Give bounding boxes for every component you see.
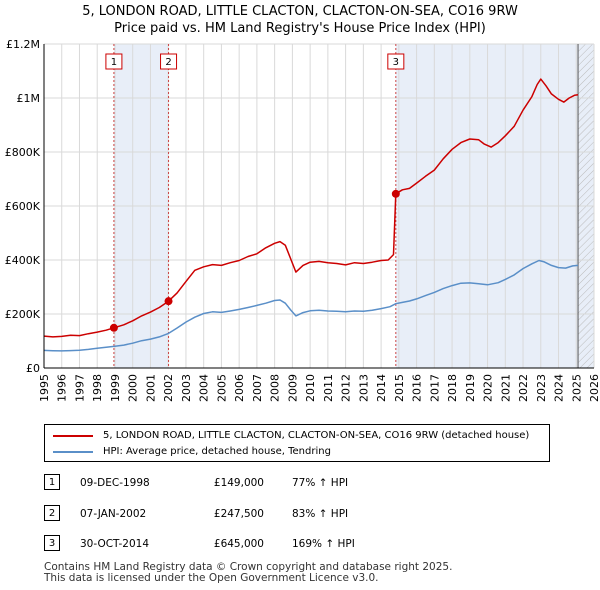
sale-hpi-change: 169% ↑ HPI [292, 538, 355, 550]
x-tick-label: 2025 [570, 374, 583, 402]
sale-row-1: 1 09-DEC-1998 £149,000 77% ↑ HPI [44, 474, 564, 492]
hpi-line [43, 259, 579, 352]
legend-line-hpi [53, 451, 93, 453]
x-tick-label: 2023 [535, 374, 548, 402]
x-tick-label: 2009 [286, 374, 299, 402]
price-chart: 1 2 3 £0 £200K £400K £600K £800K £1M £1.2M 1995 19… [5, 38, 600, 402]
x-tick-label: 2024 [553, 374, 566, 402]
sale-price: £149,000 [213, 477, 264, 489]
x-tick-label: 2003 [180, 374, 193, 402]
x-tick-label: 2021 [499, 374, 512, 402]
x-tick-label: 2014 [375, 374, 388, 402]
y-tick-label: £400K [5, 254, 41, 267]
legend-label-hpi: HPI: Average price, detached house, Tend… [103, 446, 331, 457]
x-tick-label: 2019 [464, 374, 477, 402]
y-tick-label: £200K [5, 308, 41, 321]
x-tick-label: 2010 [304, 374, 317, 402]
sale-number-badge: 2 [44, 505, 60, 521]
x-tick-label: 2013 [357, 374, 370, 402]
sale-number-label: 1 [111, 57, 117, 68]
x-tick-label: 1999 [109, 374, 122, 402]
y-tick-label: £1.2M [6, 38, 40, 51]
sale-number-label: 3 [393, 57, 399, 68]
property-price-line [43, 78, 579, 338]
x-tick-label: 2020 [482, 374, 495, 402]
chart-title: 5, LONDON ROAD, LITTLE CLACTON, CLACTON-… [82, 4, 518, 19]
legend-label-property: 5, LONDON ROAD, LITTLE CLACTON, CLACTON-… [103, 430, 530, 441]
y-tick-label: £600K [5, 200, 41, 213]
x-tick-label: 2004 [198, 374, 211, 402]
sale-number-badge: 1 [44, 474, 60, 490]
chart-subtitle: Price paid vs. HM Land Registry's House … [114, 21, 486, 36]
sale-number-label: 2 [165, 57, 171, 68]
footer-copyright: Contains HM Land Registry data © Crown c… [44, 561, 453, 573]
sale-row-2: 2 07-JAN-2002 £247,500 83% ↑ HPI [44, 505, 564, 523]
x-tick-label: 2005 [215, 374, 228, 402]
sale-price: £247,500 [213, 508, 264, 520]
sale-hpi-change: 77% ↑ HPI [292, 477, 349, 489]
x-tick-label: 1996 [56, 374, 69, 402]
x-tick-label: 2011 [322, 374, 335, 402]
x-tick-label: 2026 [588, 374, 600, 402]
x-tick-label: 2000 [127, 374, 140, 402]
sale-number-box [387, 53, 405, 70]
legend: 5, LONDON ROAD, LITTLE CLACTON, CLACTON-… [44, 424, 550, 462]
sale-point [109, 323, 118, 332]
x-tick-label: 1998 [91, 374, 104, 402]
x-tick-label: 2017 [428, 374, 441, 402]
sale-number-badge: 3 [44, 535, 60, 551]
sale-point [391, 189, 400, 198]
legend-line-property [53, 435, 93, 437]
sale-price: £645,000 [213, 538, 264, 550]
x-tick-label: 2022 [517, 374, 530, 402]
y-tick-label: £0 [26, 362, 40, 375]
sale-row-3: 3 30-OCT-2014 £645,000 169% ↑ HPI [44, 535, 564, 553]
x-tick-label: 2006 [233, 374, 246, 402]
x-tick-label: 2001 [144, 374, 157, 402]
x-tick-label: 2008 [269, 374, 282, 402]
sale-hpi-change: 83% ↑ HPI [292, 508, 349, 520]
x-tick-label: 2012 [340, 374, 353, 402]
footer-license: This data is licensed under the Open Gov… [44, 572, 379, 584]
x-tick-label: 2015 [393, 374, 406, 402]
x-tick-label: 2007 [251, 374, 264, 402]
sale-date: 07-JAN-2002 [80, 508, 147, 520]
sale-number-box [160, 53, 178, 70]
sale-date: 09-DEC-1998 [80, 477, 150, 489]
x-tick-label: 1995 [38, 374, 51, 402]
y-tick-label: £800K [5, 146, 41, 159]
x-tick-label: 2002 [162, 374, 175, 402]
x-tick-label: 2016 [411, 374, 424, 402]
sale-number-box [105, 53, 123, 70]
y-tick-label: £1M [17, 92, 41, 105]
sale-date: 30-OCT-2014 [80, 538, 149, 550]
x-tick-label: 1997 [73, 374, 86, 402]
sale-point [164, 297, 173, 306]
x-tick-label: 2018 [446, 374, 459, 402]
